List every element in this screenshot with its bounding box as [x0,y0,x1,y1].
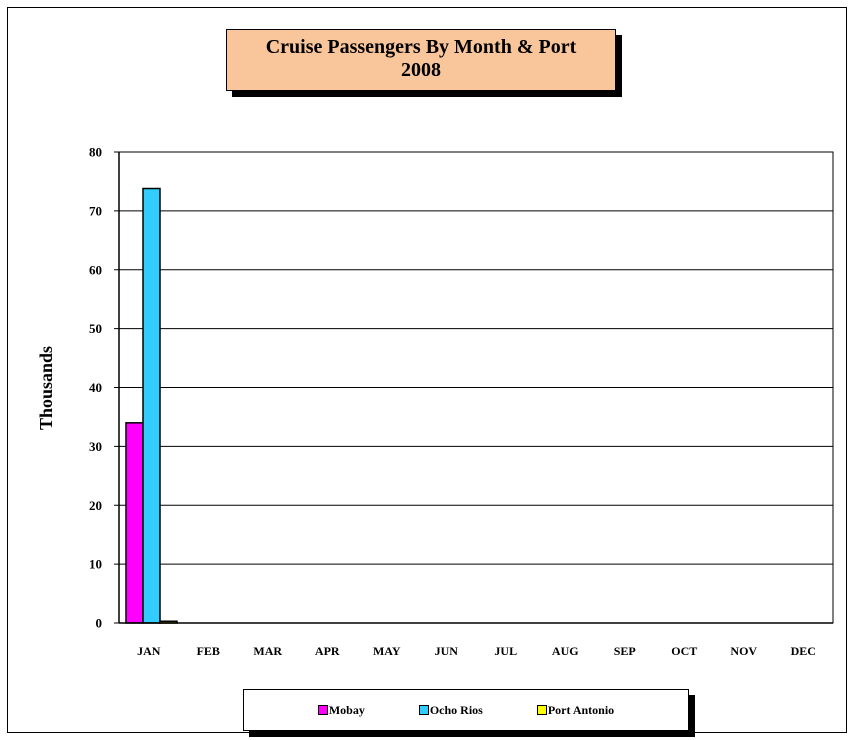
y-tick-label: 80 [89,145,102,160]
y-tick-label: 20 [89,498,102,513]
legend-swatch [317,705,328,715]
x-tick-label: NOV [730,644,757,658]
legend-item: Port Antonio [536,702,615,718]
legend: Mobay Ocho Rios Port Antonio [243,689,689,731]
legend-item: Mobay [317,702,365,718]
y-tick-label: 0 [96,616,103,631]
chart-title-box: Cruise Passengers By Month & Port 2008 [226,29,616,91]
legend-swatch [536,705,547,715]
legend-swatch [418,705,429,715]
x-tick-label: MAY [373,644,401,658]
x-tick-label: OCT [671,644,697,658]
x-tick-label: DEC [791,644,816,658]
bar [142,187,161,624]
x-tick-label: SEP [614,644,636,658]
x-tick-label: JUN [435,644,459,658]
legend-item: Ocho Rios [418,702,483,718]
y-tick-label: 60 [89,262,102,277]
x-tick-label: MAR [253,644,282,658]
y-tick-label: 70 [89,203,102,218]
legend-label: Mobay [328,702,365,717]
x-tick-label: AUG [552,644,579,658]
y-tick-label: 10 [89,557,102,572]
y-tick-label: 50 [89,321,102,336]
x-tick-label: APR [315,644,340,658]
y-axis-label: Thousands [36,346,56,430]
chart-subtitle: 2008 [401,59,441,81]
x-tick-label: FEB [197,644,220,658]
chart-title: Cruise Passengers By Month & Port [265,36,577,58]
legend-label: Port Antonio [547,702,615,717]
x-tick-label: JUL [494,644,517,658]
legend-label: Ocho Rios [429,702,483,717]
y-tick-label: 40 [89,380,102,395]
y-tick-label: 30 [89,439,102,454]
bar [125,422,144,624]
x-tick-label: JAN [137,644,161,658]
